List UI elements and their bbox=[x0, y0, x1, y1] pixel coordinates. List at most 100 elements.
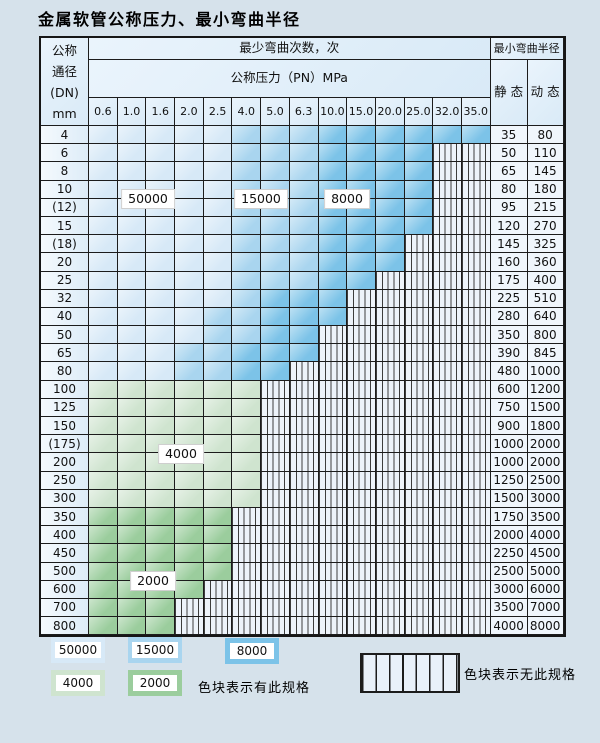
dynamic-radius-cell: 1800 bbox=[527, 417, 564, 436]
spec-cell bbox=[89, 271, 118, 290]
no-spec-cell bbox=[347, 526, 376, 545]
spec-cell bbox=[203, 344, 233, 363]
no-spec-cell bbox=[318, 380, 348, 399]
pressure-col-15.0: 15.0 bbox=[347, 98, 376, 126]
no-spec-cell bbox=[347, 380, 376, 399]
spec-cell bbox=[117, 471, 147, 490]
pressure-col-20.0: 20.0 bbox=[375, 98, 405, 126]
static-radius-cell: 4000 bbox=[490, 617, 528, 636]
no-spec-cell bbox=[461, 253, 491, 272]
dynamic-radius-cell: 180 bbox=[527, 180, 564, 199]
dn-cell: 6 bbox=[41, 144, 89, 163]
spec-cell bbox=[261, 162, 290, 181]
legend-no-spec-text: 色块表示无此规格 bbox=[464, 668, 577, 683]
dn-cell: 250 bbox=[41, 471, 89, 490]
static-radius-cell: 750 bbox=[490, 398, 528, 417]
spec-cell bbox=[89, 598, 118, 618]
static-radius-cell: 350 bbox=[490, 326, 528, 345]
spec-cell bbox=[261, 307, 290, 327]
no-spec-cell bbox=[347, 289, 376, 308]
no-spec-cell bbox=[433, 526, 462, 545]
no-spec-cell bbox=[375, 344, 405, 363]
spec-cell bbox=[404, 180, 434, 199]
static-radius-cell: 65 bbox=[490, 162, 528, 181]
static-radius-cell: 1250 bbox=[490, 471, 528, 490]
no-spec-cell bbox=[232, 580, 262, 599]
region-label-8000: 8000 bbox=[324, 189, 370, 209]
dn-cell: (18) bbox=[41, 235, 89, 254]
spec-cell bbox=[318, 216, 348, 236]
spec-cell bbox=[175, 562, 204, 581]
no-spec-cell bbox=[404, 544, 434, 563]
no-spec-cell bbox=[461, 489, 491, 508]
dynamic-radius-cell: 400 bbox=[527, 271, 564, 290]
spec-cell bbox=[175, 126, 204, 145]
spec-cell bbox=[146, 253, 176, 272]
no-spec-cell bbox=[375, 544, 405, 563]
no-spec-cell bbox=[461, 507, 491, 527]
no-spec-cell bbox=[404, 435, 434, 454]
spec-cell bbox=[318, 289, 348, 308]
spec-cell bbox=[146, 526, 176, 545]
no-spec-cell bbox=[318, 344, 348, 363]
spec-cell bbox=[89, 617, 118, 636]
spec-cell bbox=[146, 544, 176, 563]
spec-cell bbox=[289, 162, 319, 181]
no-spec-cell bbox=[318, 471, 348, 490]
spec-cell bbox=[175, 307, 204, 327]
no-spec-cell bbox=[347, 598, 376, 618]
legend-swatch-label: 2000 bbox=[133, 675, 177, 691]
pressure-col-0.6: 0.6 bbox=[89, 98, 118, 126]
dynamic-radius-cell: 145 bbox=[527, 162, 564, 181]
no-spec-cell bbox=[175, 598, 204, 618]
no-spec-cell bbox=[461, 435, 491, 454]
spec-cell bbox=[375, 126, 405, 145]
spec-cell bbox=[117, 362, 147, 381]
no-spec-cell bbox=[289, 398, 319, 417]
no-spec-cell bbox=[347, 307, 376, 327]
spec-cell bbox=[232, 326, 262, 345]
no-spec-cell bbox=[318, 617, 348, 636]
dynamic-radius-cell: 215 bbox=[527, 198, 564, 217]
spec-cell bbox=[89, 144, 118, 163]
dn-cell: 350 bbox=[41, 507, 89, 527]
no-spec-cell bbox=[433, 307, 462, 327]
no-spec-cell bbox=[318, 562, 348, 581]
spec-cell bbox=[146, 289, 176, 308]
no-spec-cell bbox=[433, 562, 462, 581]
spec-cell bbox=[203, 489, 233, 508]
spec-cell bbox=[175, 380, 204, 399]
no-spec-cell bbox=[289, 580, 319, 599]
pressure-col-5.0: 5.0 bbox=[261, 98, 290, 126]
no-spec-cell bbox=[261, 507, 290, 527]
pressure-col-4.0: 4.0 bbox=[232, 98, 262, 126]
pressure-col-32.0: 32.0 bbox=[433, 98, 462, 126]
spec-cell bbox=[375, 235, 405, 254]
dn-header-line: 公称 bbox=[51, 42, 77, 58]
dynamic-radius-cell: 8000 bbox=[527, 617, 564, 636]
static-radius-cell: 95 bbox=[490, 198, 528, 217]
spec-cell bbox=[89, 435, 118, 454]
no-spec-cell bbox=[433, 380, 462, 399]
static-radius-cell: 3500 bbox=[490, 598, 528, 618]
dynamic-radius-cell: 6000 bbox=[527, 580, 564, 599]
dynamic-radius-cell: 3000 bbox=[527, 489, 564, 508]
no-spec-cell bbox=[289, 362, 319, 381]
no-spec-cell bbox=[433, 216, 462, 236]
no-spec-cell bbox=[289, 562, 319, 581]
spec-cell bbox=[289, 326, 319, 345]
dn-cell: 400 bbox=[41, 526, 89, 545]
pressure-col-2.5: 2.5 bbox=[203, 98, 233, 126]
no-spec-cell bbox=[461, 344, 491, 363]
spec-cell bbox=[289, 126, 319, 145]
no-spec-cell bbox=[375, 489, 405, 508]
no-spec-cell bbox=[261, 617, 290, 636]
spec-cell bbox=[146, 271, 176, 290]
spec-cell bbox=[347, 235, 376, 254]
spec-cell bbox=[146, 617, 176, 636]
spec-cell bbox=[146, 344, 176, 363]
spec-cell bbox=[117, 507, 147, 527]
spec-cell bbox=[203, 326, 233, 345]
pressure-col-1.0: 1.0 bbox=[117, 98, 147, 126]
no-spec-cell bbox=[375, 617, 405, 636]
